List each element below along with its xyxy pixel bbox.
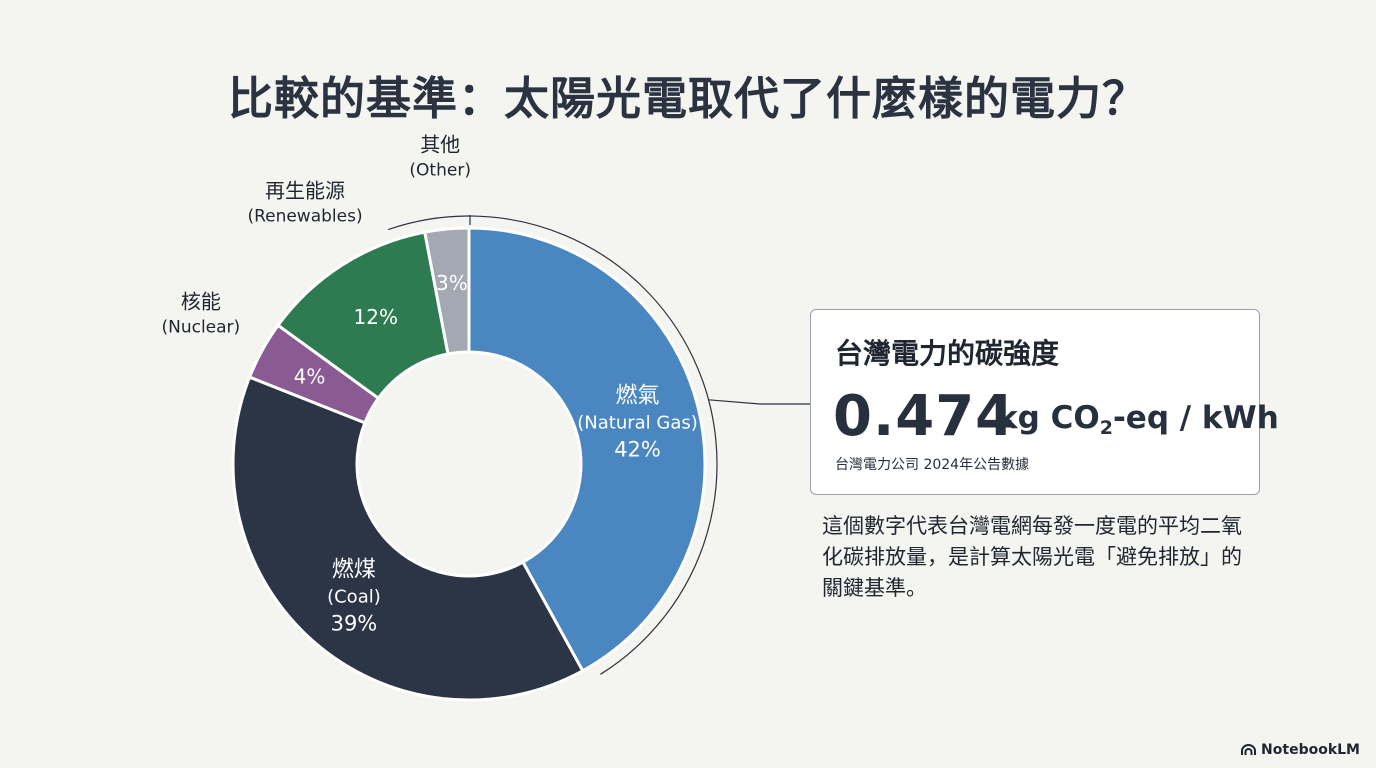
slice-name-en-4: (Other) <box>409 160 471 180</box>
card-connector-line <box>708 399 810 405</box>
slice-name-en-0: (Natural Gas) <box>577 413 698 434</box>
slice-name-en-3: (Renewables) <box>247 207 362 227</box>
slice-value-4: 3% <box>436 271 468 295</box>
slice-name-en-2: (Nuclear) <box>161 318 240 338</box>
slice-name-2: 核能 <box>181 290 221 314</box>
donut-slice-1 <box>231 375 585 702</box>
description-text: 這個數字代表台灣電網每發一度電的平均二氧化碳排放量，是計算太陽光電「避免排放」的… <box>822 514 1242 600</box>
outer-accent-arc <box>388 215 718 675</box>
carbon-intensity-unit: kg CO2-eq / kWh <box>997 400 1279 439</box>
slice-name-1: 燃煤 <box>332 558 376 583</box>
carbon-intensity-card: 台灣電力的碳強度 0.474 kg CO2-eq / kWh 台灣電力公司 20… <box>810 309 1279 495</box>
data-source: 台灣電力公司 2024年公告數據 <box>835 457 1030 473</box>
notebooklm-logo-icon <box>1241 744 1257 755</box>
card-title: 台灣電力的碳強度 <box>835 337 1060 370</box>
slice-name-4: 其他 <box>420 132 460 156</box>
slice-value-2: 4% <box>294 364 326 388</box>
unit-subscript: 2 <box>1099 417 1113 439</box>
slice-value-3: 12% <box>354 305 398 329</box>
brand-watermark: NotebookLM <box>1241 742 1360 758</box>
unit-prefix: kg CO <box>997 400 1100 436</box>
unit-suffix: -eq / kWh <box>1112 400 1279 436</box>
slice-name-en-1: (Coal) <box>327 587 381 608</box>
donut-slice-4 <box>423 226 471 356</box>
slice-value-0: 42% <box>614 438 661 462</box>
slice-name-3: 再生能源 <box>265 179 345 203</box>
carbon-intensity-value: 0.474 <box>833 384 1016 449</box>
slice-name-0: 燃氣 <box>616 384 660 409</box>
page-title: 比較的基準：太陽光電取代了什麼樣的電力？ <box>227 72 1148 125</box>
slice-value-1: 39% <box>331 612 378 636</box>
donut-slice-0 <box>467 226 707 673</box>
brand-name: NotebookLM <box>1261 742 1360 758</box>
